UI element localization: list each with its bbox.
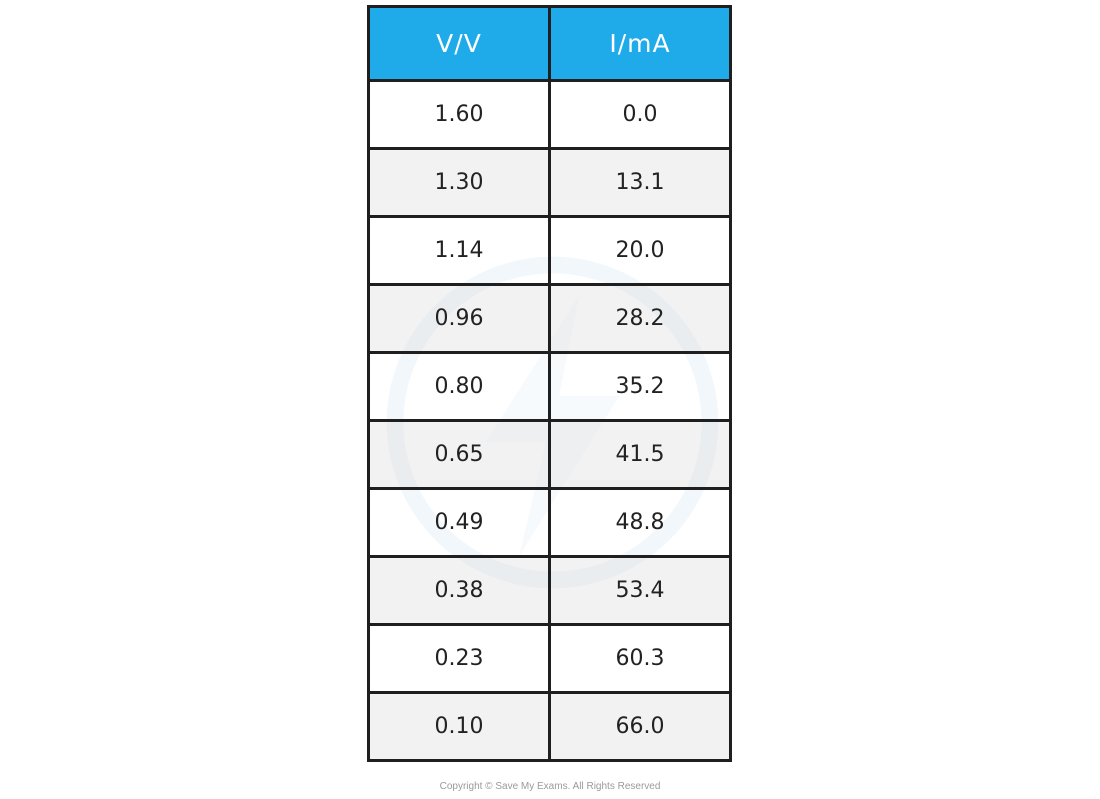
table-row: 1.60 0.0 xyxy=(367,79,732,150)
voltage-cell: 0.65 xyxy=(367,419,551,490)
current-cell: 13.1 xyxy=(548,147,732,218)
table-row: 0.96 28.2 xyxy=(367,283,732,354)
table-row: 0.23 60.3 xyxy=(367,623,732,694)
table-row: 0.10 66.0 xyxy=(367,691,732,762)
table-row: 0.38 53.4 xyxy=(367,555,732,626)
current-cell: 41.5 xyxy=(548,419,732,490)
voltage-cell: 0.49 xyxy=(367,487,551,558)
table-row: 0.49 48.8 xyxy=(367,487,732,558)
header-row: V/V I/mA xyxy=(367,5,732,82)
table-row: 1.30 13.1 xyxy=(367,147,732,218)
voltage-cell: 1.30 xyxy=(367,147,551,218)
data-table: V/V I/mA 1.60 0.0 1.30 13.1 1.14 20.0 0.… xyxy=(367,5,732,762)
table-row: 0.65 41.5 xyxy=(367,419,732,490)
voltage-cell: 0.38 xyxy=(367,555,551,626)
current-cell: 60.3 xyxy=(548,623,732,694)
voltage-cell: 0.96 xyxy=(367,283,551,354)
current-cell: 66.0 xyxy=(548,691,732,762)
column-header-current: I/mA xyxy=(548,5,732,82)
copyright-notice: Copyright © Save My Exams. All Rights Re… xyxy=(439,781,661,792)
voltage-cell: 0.10 xyxy=(367,691,551,762)
current-cell: 0.0 xyxy=(548,79,732,150)
current-cell: 35.2 xyxy=(548,351,732,422)
table-row: 0.80 35.2 xyxy=(367,351,732,422)
current-cell: 53.4 xyxy=(548,555,732,626)
current-cell: 48.8 xyxy=(548,487,732,558)
column-header-voltage: V/V xyxy=(367,5,551,82)
table-body: 1.60 0.0 1.30 13.1 1.14 20.0 0.96 28.2 0… xyxy=(367,79,732,762)
voltage-cell: 0.23 xyxy=(367,623,551,694)
table-row: 1.14 20.0 xyxy=(367,215,732,286)
voltage-cell: 1.14 xyxy=(367,215,551,286)
current-cell: 28.2 xyxy=(548,283,732,354)
voltage-cell: 0.80 xyxy=(367,351,551,422)
voltage-cell: 1.60 xyxy=(367,79,551,150)
current-cell: 20.0 xyxy=(548,215,732,286)
